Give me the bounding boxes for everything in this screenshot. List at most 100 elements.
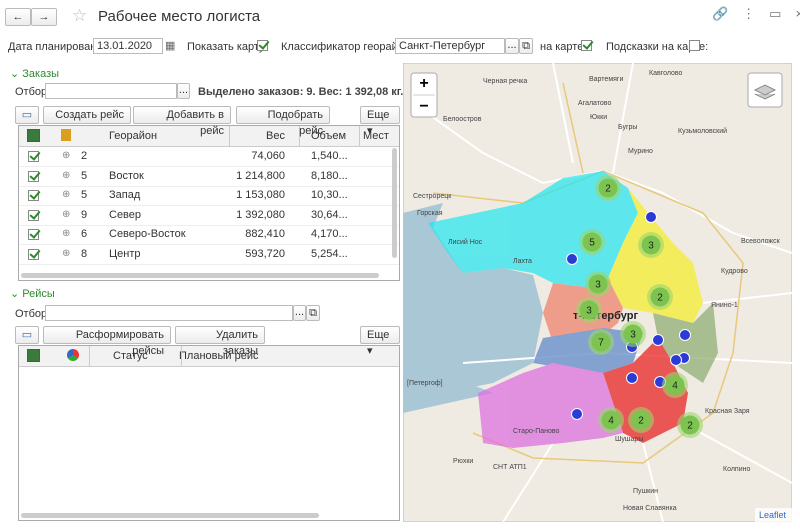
- map-label: Агалатово: [578, 100, 611, 107]
- column-divider: [229, 126, 230, 146]
- date-input[interactable]: 13.01.2020: [93, 38, 163, 54]
- header-icon: [67, 349, 79, 361]
- section-toggle[interactable]: ⌄ Рейсы: [10, 287, 55, 300]
- window-controls[interactable]: 🔗⋮▭×: [712, 6, 800, 22]
- row-checkbox[interactable]: [28, 210, 39, 221]
- map-label: Новая Славянка: [623, 505, 677, 512]
- select-button[interactable]: ...: [505, 38, 519, 54]
- weight: 74,060: [251, 150, 285, 162]
- cluster-count: 3: [586, 306, 592, 317]
- icon-button[interactable]: ▭: [15, 106, 39, 124]
- cluster-count: 2: [638, 416, 644, 427]
- toolbar-button[interactable]: Создать рейс: [43, 106, 131, 124]
- map-label: Юкки: [590, 114, 607, 121]
- region-name: Запад: [109, 189, 140, 201]
- map-label: Мурино: [628, 148, 653, 155]
- back-button[interactable]: ←: [5, 8, 31, 26]
- order-marker[interactable]: [680, 330, 691, 341]
- cluster-count: 3: [630, 330, 636, 341]
- cluster-count: 2: [687, 421, 693, 432]
- row-checkbox[interactable]: [28, 190, 39, 201]
- column-header: Георайон: [109, 130, 157, 142]
- row-checkbox[interactable]: [28, 229, 39, 240]
- open-button[interactable]: ⧉: [519, 38, 533, 54]
- volume: 4,170...: [311, 228, 348, 240]
- map-label: СНТ АТП1: [493, 464, 527, 471]
- icon-button[interactable]: ▭: [15, 326, 39, 344]
- map[interactable]: КавголовоЧерная речкаВартемягиАгалатовоЮ…: [403, 63, 792, 522]
- expand-icon[interactable]: ⊕: [62, 189, 70, 200]
- zoom-out[interactable]: −: [419, 98, 428, 115]
- region-name: Восток: [109, 170, 144, 182]
- table-row: ⊕274,0601,540...: [19, 147, 399, 167]
- map-label: Рюхки: [453, 458, 473, 465]
- order-marker[interactable]: [572, 409, 583, 420]
- select-button[interactable]: ...: [177, 83, 190, 99]
- expand-icon[interactable]: ⊕: [62, 228, 70, 239]
- order-count: 6: [81, 228, 87, 240]
- order-marker[interactable]: [567, 254, 578, 265]
- order-count: 9: [81, 209, 87, 221]
- volume: 10,30...: [311, 189, 348, 201]
- table-row: ⊕9Север1 392,08030,64...: [19, 206, 399, 226]
- window-title: Рабочее место логиста: [98, 8, 260, 25]
- column-header: Вес: [266, 130, 285, 142]
- toolbar-button[interactable]: Расформировать рейсы: [43, 326, 171, 344]
- map-label: Янино-1: [711, 302, 738, 309]
- map-label: Всеволожск: [741, 238, 781, 245]
- row-checkbox[interactable]: [28, 171, 39, 182]
- map-label: Шушары: [615, 436, 643, 443]
- checkbox[interactable]: [689, 40, 700, 51]
- cluster-count: 2: [605, 184, 611, 195]
- scrollbar[interactable]: [392, 148, 397, 258]
- section-toggle[interactable]: ⌄ Заказы: [10, 67, 59, 80]
- filter-input[interactable]: [45, 83, 177, 99]
- scrollbar[interactable]: [21, 513, 319, 518]
- table-header: СтатусПлановый рейс: [19, 346, 399, 367]
- order-marker[interactable]: [671, 355, 682, 366]
- order-marker[interactable]: [646, 212, 657, 223]
- column-divider: [89, 346, 90, 366]
- order-count: 5: [81, 189, 87, 201]
- order-count: 2: [81, 150, 87, 162]
- cluster-count: 7: [598, 338, 604, 349]
- map-label: Вартемяги: [589, 76, 623, 83]
- favorite-star[interactable]: ☆: [72, 6, 87, 26]
- row-checkbox[interactable]: [28, 151, 39, 162]
- select-button[interactable]: ...: [293, 305, 306, 321]
- expand-icon[interactable]: ⊕: [62, 248, 70, 259]
- cluster-count: 5: [589, 238, 595, 249]
- map-label: Сестрорецк: [413, 193, 452, 200]
- more-button[interactable]: Еще ▾: [360, 326, 400, 344]
- toolbar-button[interactable]: Подобрать рейс: [236, 106, 330, 124]
- trips-table: СтатусПлановый рейс: [18, 345, 400, 521]
- attribution[interactable]: Leaflet: [759, 510, 787, 520]
- toolbar-button[interactable]: Добавить в рейс: [133, 106, 231, 124]
- map-label: Черная речка: [483, 78, 527, 85]
- order-marker[interactable]: [627, 373, 638, 384]
- calendar-icon[interactable]: ▦: [165, 39, 175, 52]
- header-icon: [27, 129, 40, 142]
- expand-icon[interactable]: ⊕: [62, 170, 70, 181]
- table-row: ⊕5Восток1 214,8008,180...: [19, 167, 399, 187]
- more-button[interactable]: Еще ▾: [360, 106, 400, 124]
- scrollbar[interactable]: [21, 273, 379, 278]
- classifier-input[interactable]: Санкт-Петербург: [395, 38, 505, 54]
- order-count: 5: [81, 170, 87, 182]
- section-title: Рейсы: [22, 288, 55, 300]
- checkbox[interactable]: [581, 40, 592, 51]
- expand-icon[interactable]: ⊕: [62, 209, 70, 220]
- cluster-count: 3: [648, 241, 654, 252]
- zoom-in[interactable]: +: [419, 75, 428, 92]
- column-divider: [181, 346, 182, 366]
- row-checkbox[interactable]: [28, 249, 39, 260]
- filter-input[interactable]: [45, 305, 293, 321]
- cluster-count: 2: [657, 293, 663, 304]
- expand-icon[interactable]: ⊕: [62, 150, 70, 161]
- forward-button[interactable]: →: [31, 8, 57, 26]
- open-button[interactable]: ⧉: [306, 305, 320, 321]
- header-icon: [27, 349, 40, 362]
- order-marker[interactable]: [653, 335, 664, 346]
- toolbar-button[interactable]: Удалить заказы: [175, 326, 265, 344]
- checkbox[interactable]: [257, 40, 268, 51]
